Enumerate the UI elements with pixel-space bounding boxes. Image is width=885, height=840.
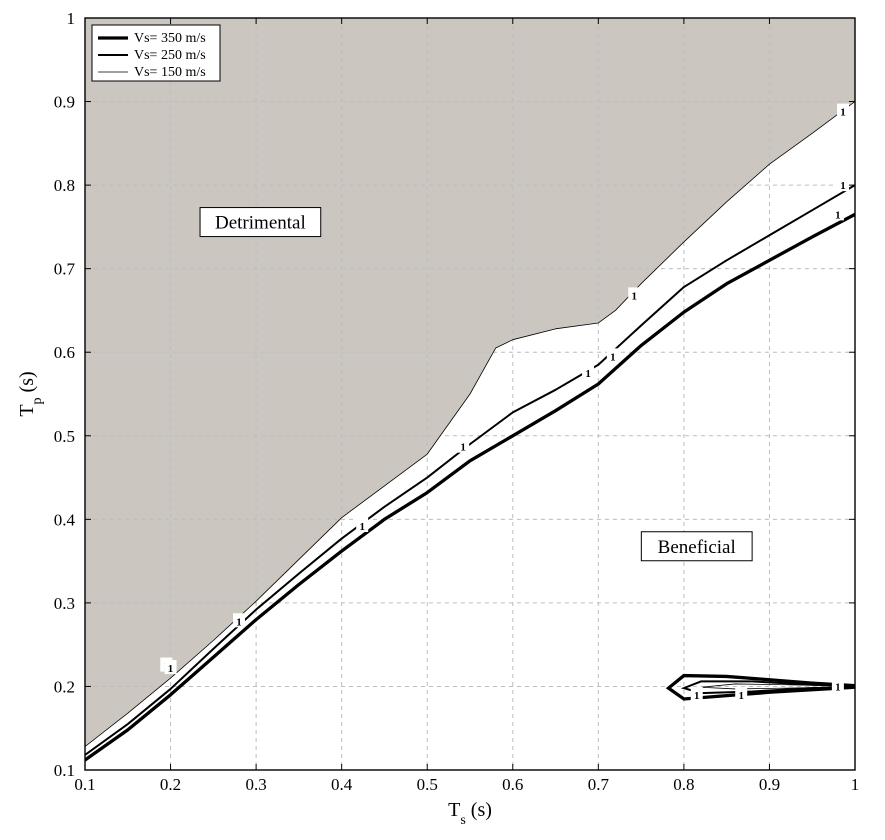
x-tick-label: 0.2	[160, 775, 181, 794]
contour-label: 1	[632, 290, 638, 302]
contour-label: 1	[585, 368, 591, 380]
annotation-text: Detrimental	[215, 213, 306, 234]
y-tick-label: 0.6	[54, 343, 75, 362]
contour-label: 1	[236, 616, 242, 628]
y-tick-label: 0.9	[54, 93, 75, 112]
contour-label: 1	[610, 351, 616, 363]
x-tick-label: 0.8	[673, 775, 694, 794]
x-tick-label: 0.5	[417, 775, 438, 794]
annotation-text: Beneficial	[658, 537, 736, 558]
x-tick-label: 0.7	[588, 775, 610, 794]
x-tick-label: 0.9	[759, 775, 780, 794]
y-tick-label: 0.4	[54, 510, 76, 529]
legend-label: Vs= 250 m/s	[134, 48, 206, 63]
x-tick-label: 0.1	[74, 775, 95, 794]
contour-label: 1	[694, 690, 700, 702]
contour-label: 1	[168, 663, 174, 675]
y-tick-label: 0.2	[54, 677, 75, 696]
contour-label: 1	[835, 681, 841, 693]
contour-label: 1	[359, 521, 365, 533]
contour-label: 1	[835, 209, 841, 221]
chart-svg: 0.10.1 0.2 0.2 0.3 0.3 0.4 0.4 0.5 0.5 0.6 0.6 0.7 0…	[0, 0, 885, 840]
x-tick-label: 0.6	[502, 775, 523, 794]
contour-label: 1	[738, 690, 744, 702]
x-tick-label: 0.4	[331, 775, 353, 794]
y-tick-label: 0.5	[54, 427, 75, 446]
y-tick-label: 1	[67, 9, 76, 28]
contour-label: 1	[840, 180, 846, 192]
x-tick-label: 1	[851, 775, 860, 794]
contour-label: 1	[840, 107, 846, 119]
y-tick-label: 0.1	[54, 761, 75, 780]
y-tick-label: 0.7	[54, 260, 76, 279]
contour-label: 1	[460, 442, 466, 454]
y-tick-label: 0.8	[54, 176, 75, 195]
y-tick-label: 0.3	[54, 594, 75, 613]
legend: Vs= 350 m/s Vs= 250 m/s Vs= 150 m/s	[92, 25, 220, 81]
x-tick-label: 0.3	[245, 775, 266, 794]
legend-label: Vs= 150 m/s	[134, 65, 206, 80]
legend-label: Vs= 350 m/s	[134, 31, 206, 46]
chart-container: 0.10.1 0.2 0.2 0.3 0.3 0.4 0.4 0.5 0.5 0.6 0.6 0.7 0…	[0, 0, 885, 840]
